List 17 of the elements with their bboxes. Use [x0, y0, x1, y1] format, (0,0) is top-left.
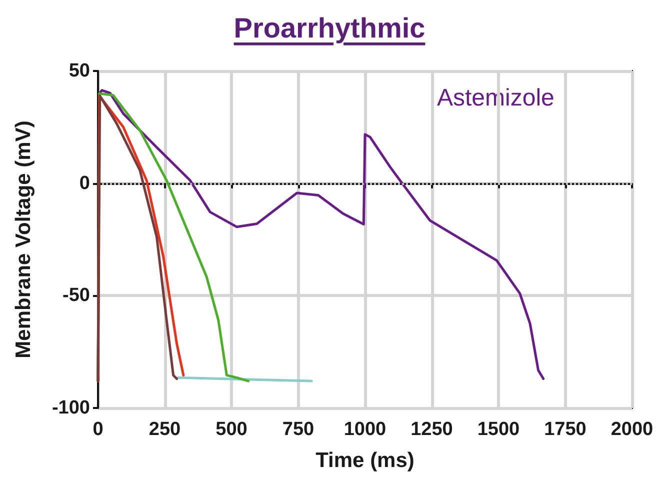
- y-tick-label: 50: [68, 60, 90, 82]
- y-tick-label: -50: [62, 285, 90, 306]
- x-tick-label: 2000: [610, 419, 654, 440]
- x-tick-label: 250: [148, 419, 181, 440]
- y-tick-label: 0: [79, 172, 90, 194]
- y-tick-label: -100: [52, 398, 90, 418]
- chart-title: Proarrhythmic: [234, 12, 426, 44]
- x-tick-label: 1750: [544, 419, 586, 440]
- x-tick-label: 1500: [477, 419, 520, 440]
- x-tick-label: 750: [282, 419, 314, 440]
- x-tick-label: 500: [216, 419, 248, 440]
- text: Astemizole: [437, 84, 554, 112]
- x-axis-title: Time (ms): [316, 449, 414, 472]
- x-tick-label: 1000: [344, 419, 386, 440]
- y-axis-title: Membrane Voltage (mV): [12, 120, 35, 358]
- x-tick-label: 0: [92, 419, 104, 440]
- x-tick-label: 1250: [410, 419, 453, 440]
